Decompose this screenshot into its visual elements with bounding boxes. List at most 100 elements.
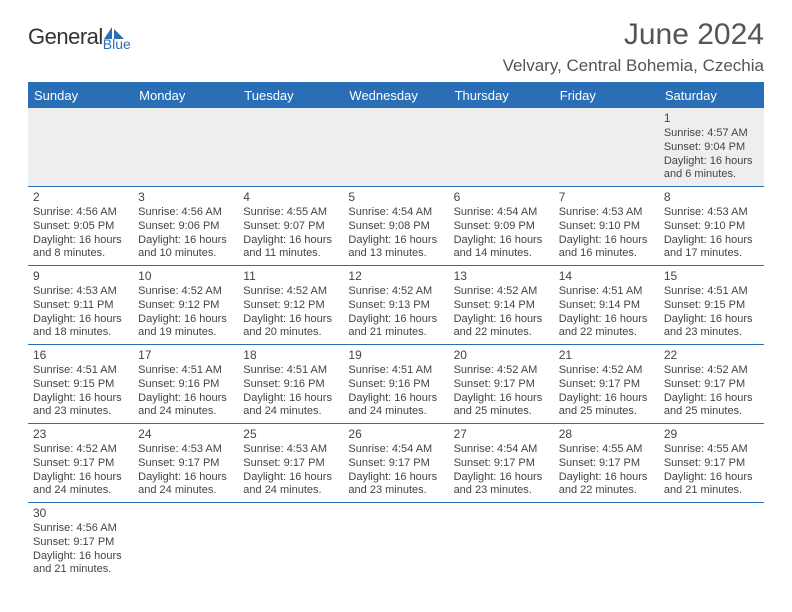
daylight-text-2: and 24 minutes.: [243, 405, 338, 419]
day-number: 28: [559, 427, 654, 442]
daylight-text-2: and 21 minutes.: [348, 326, 443, 340]
daylight-text-1: Daylight: 16 hours: [559, 471, 654, 485]
day-number: 15: [664, 269, 759, 284]
sunrise-text: Sunrise: 4:52 AM: [243, 285, 338, 299]
sunset-text: Sunset: 9:17 PM: [559, 378, 654, 392]
day-number: 21: [559, 348, 654, 363]
sunrise-text: Sunrise: 4:51 AM: [33, 364, 128, 378]
sunset-text: Sunset: 9:17 PM: [33, 457, 128, 471]
daylight-text-1: Daylight: 16 hours: [138, 313, 233, 327]
day-number: 23: [33, 427, 128, 442]
day-number: 14: [559, 269, 654, 284]
day-number: 18: [243, 348, 338, 363]
brand-sub-block: Blue: [103, 26, 131, 52]
calendar-day: 2Sunrise: 4:56 AMSunset: 9:05 PMDaylight…: [28, 187, 133, 265]
calendar-day: 6Sunrise: 4:54 AMSunset: 9:09 PMDaylight…: [449, 187, 554, 265]
day-number: 6: [454, 190, 549, 205]
daylight-text-1: Daylight: 16 hours: [454, 313, 549, 327]
day-number: 24: [138, 427, 233, 442]
sunrise-text: Sunrise: 4:56 AM: [138, 206, 233, 220]
daylight-text-2: and 20 minutes.: [243, 326, 338, 340]
daylight-text-1: Daylight: 16 hours: [33, 471, 128, 485]
calendar-day: 3Sunrise: 4:56 AMSunset: 9:06 PMDaylight…: [133, 187, 238, 265]
daylight-text-1: Daylight: 16 hours: [138, 392, 233, 406]
calendar-day: [554, 503, 659, 581]
daylight-text-2: and 22 minutes.: [454, 326, 549, 340]
day-number: 17: [138, 348, 233, 363]
daylight-text-2: and 6 minutes.: [664, 168, 759, 182]
day-number: 11: [243, 269, 338, 284]
daylight-text-1: Daylight: 16 hours: [243, 392, 338, 406]
daylight-text-1: Daylight: 16 hours: [33, 234, 128, 248]
daylight-text-2: and 24 minutes.: [243, 484, 338, 498]
sunrise-text: Sunrise: 4:52 AM: [348, 285, 443, 299]
header-tuesday: Tuesday: [238, 83, 343, 108]
sunset-text: Sunset: 9:10 PM: [664, 220, 759, 234]
sunrise-text: Sunrise: 4:51 AM: [348, 364, 443, 378]
daylight-text-1: Daylight: 16 hours: [664, 471, 759, 485]
daylight-text-1: Daylight: 16 hours: [454, 471, 549, 485]
calendar-day: 24Sunrise: 4:53 AMSunset: 9:17 PMDayligh…: [133, 424, 238, 502]
title-location: Velvary, Central Bohemia, Czechia: [503, 56, 764, 76]
sunrise-text: Sunrise: 4:54 AM: [454, 206, 549, 220]
daylight-text-1: Daylight: 16 hours: [454, 234, 549, 248]
sunset-text: Sunset: 9:12 PM: [138, 299, 233, 313]
sunset-text: Sunset: 9:07 PM: [243, 220, 338, 234]
sunrise-text: Sunrise: 4:53 AM: [138, 443, 233, 457]
daylight-text-2: and 24 minutes.: [33, 484, 128, 498]
sunset-text: Sunset: 9:17 PM: [138, 457, 233, 471]
calendar: Sunday Monday Tuesday Wednesday Thursday…: [28, 82, 764, 581]
calendar-day: 22Sunrise: 4:52 AMSunset: 9:17 PMDayligh…: [659, 345, 764, 423]
sunset-text: Sunset: 9:15 PM: [33, 378, 128, 392]
sunrise-text: Sunrise: 4:55 AM: [664, 443, 759, 457]
daylight-text-2: and 23 minutes.: [454, 484, 549, 498]
title-month: June 2024: [503, 18, 764, 52]
day-number: 2: [33, 190, 128, 205]
daylight-text-2: and 24 minutes.: [138, 405, 233, 419]
sunrise-text: Sunrise: 4:51 AM: [243, 364, 338, 378]
brand-main: General: [28, 24, 103, 50]
sunrise-text: Sunrise: 4:56 AM: [33, 522, 128, 536]
daylight-text-1: Daylight: 16 hours: [559, 234, 654, 248]
title-block: June 2024 Velvary, Central Bohemia, Czec…: [503, 18, 764, 76]
sunrise-text: Sunrise: 4:53 AM: [33, 285, 128, 299]
sunset-text: Sunset: 9:09 PM: [454, 220, 549, 234]
daylight-text-1: Daylight: 16 hours: [348, 313, 443, 327]
sunrise-text: Sunrise: 4:57 AM: [664, 127, 759, 141]
calendar-day: 23Sunrise: 4:52 AMSunset: 9:17 PMDayligh…: [28, 424, 133, 502]
sunset-text: Sunset: 9:05 PM: [33, 220, 128, 234]
daylight-text-1: Daylight: 16 hours: [664, 392, 759, 406]
daylight-text-2: and 25 minutes.: [664, 405, 759, 419]
calendar-day: 4Sunrise: 4:55 AMSunset: 9:07 PMDaylight…: [238, 187, 343, 265]
calendar-day: 27Sunrise: 4:54 AMSunset: 9:17 PMDayligh…: [449, 424, 554, 502]
sunset-text: Sunset: 9:13 PM: [348, 299, 443, 313]
calendar-day: 10Sunrise: 4:52 AMSunset: 9:12 PMDayligh…: [133, 266, 238, 344]
daylight-text-1: Daylight: 16 hours: [664, 234, 759, 248]
day-number: 1: [664, 111, 759, 126]
day-number: 26: [348, 427, 443, 442]
sunset-text: Sunset: 9:04 PM: [664, 141, 759, 155]
daylight-text-2: and 19 minutes.: [138, 326, 233, 340]
header-sunday: Sunday: [28, 83, 133, 108]
daylight-text-2: and 14 minutes.: [454, 247, 549, 261]
calendar-day: 14Sunrise: 4:51 AMSunset: 9:14 PMDayligh…: [554, 266, 659, 344]
day-number: 9: [33, 269, 128, 284]
calendar-day: 11Sunrise: 4:52 AMSunset: 9:12 PMDayligh…: [238, 266, 343, 344]
calendar-day: [133, 503, 238, 581]
daylight-text-1: Daylight: 16 hours: [243, 471, 338, 485]
header: General Blue June 2024 Velvary, Central …: [28, 18, 764, 76]
sunrise-text: Sunrise: 4:56 AM: [33, 206, 128, 220]
sunrise-text: Sunrise: 4:54 AM: [454, 443, 549, 457]
brand-logo: General Blue: [28, 24, 131, 52]
daylight-text-1: Daylight: 16 hours: [138, 234, 233, 248]
day-number: 20: [454, 348, 549, 363]
calendar-day: 9Sunrise: 4:53 AMSunset: 9:11 PMDaylight…: [28, 266, 133, 344]
header-wednesday: Wednesday: [343, 83, 448, 108]
sunset-text: Sunset: 9:06 PM: [138, 220, 233, 234]
header-saturday: Saturday: [659, 83, 764, 108]
daylight-text-2: and 22 minutes.: [559, 484, 654, 498]
calendar-day: [554, 108, 659, 186]
daylight-text-1: Daylight: 16 hours: [33, 313, 128, 327]
daylight-text-2: and 23 minutes.: [664, 326, 759, 340]
calendar-day: [28, 108, 133, 186]
